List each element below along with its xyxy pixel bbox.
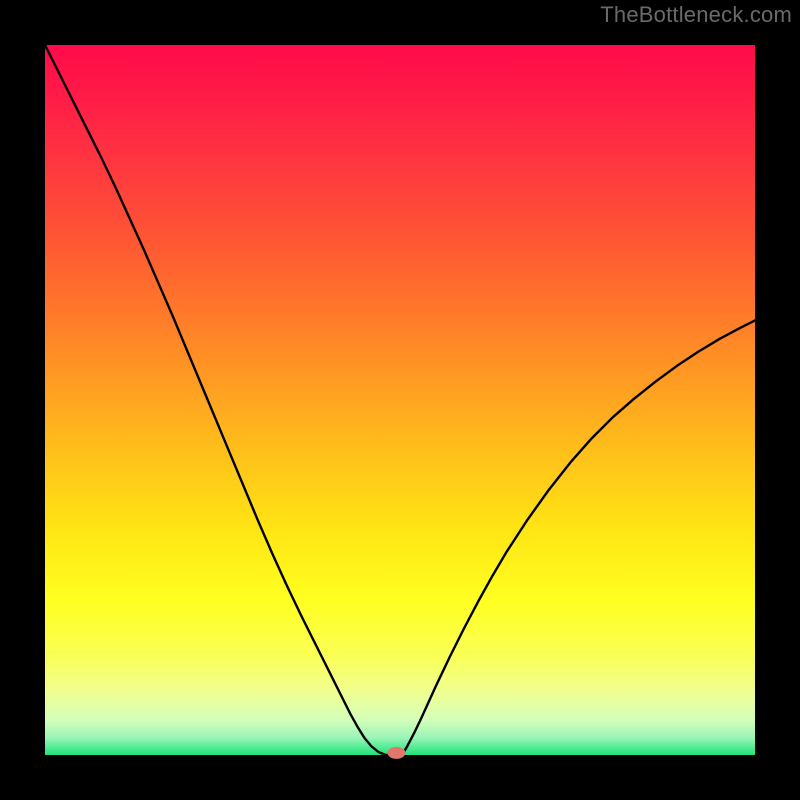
optimal-point-marker <box>387 747 405 759</box>
plot-background <box>45 45 755 755</box>
watermark-label: TheBottleneck.com <box>600 2 792 28</box>
chart-container: TheBottleneck.com <box>0 0 800 800</box>
chart-svg <box>0 0 800 800</box>
